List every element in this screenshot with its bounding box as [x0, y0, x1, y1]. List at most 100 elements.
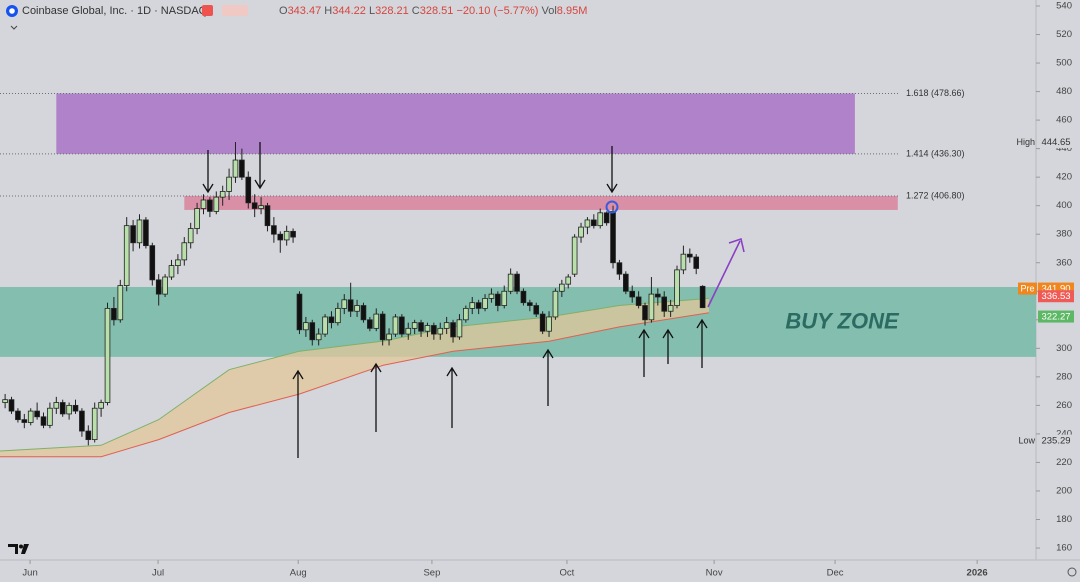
y-tick-label: 240 — [1056, 428, 1072, 439]
candle-body — [379, 313, 386, 341]
up-arrow — [662, 328, 674, 364]
candle-body — [667, 305, 674, 312]
x-tick-label: Sep — [423, 568, 440, 579]
candle-body — [642, 305, 648, 321]
candle-body — [424, 325, 431, 332]
candle-body — [347, 299, 354, 312]
candle-body — [181, 242, 188, 261]
projection-arrow — [707, 237, 745, 308]
price-marker — [1038, 135, 1074, 148]
ohlc-key: L — [369, 5, 375, 17]
candle-body — [386, 333, 392, 341]
tv-logo — [8, 544, 18, 554]
candle-body — [341, 299, 348, 309]
down-arrow — [606, 146, 618, 194]
candle-body — [322, 316, 328, 335]
candle-body — [213, 196, 220, 212]
y-tick-label: 500 — [1056, 58, 1072, 69]
y-tick-label: 160 — [1056, 543, 1072, 554]
candle-body — [405, 327, 412, 335]
cloud-upper — [0, 297, 710, 452]
candle-body — [111, 307, 117, 321]
candle-body — [443, 322, 450, 329]
ohlc-value: 328.51 — [420, 5, 454, 17]
x-tick-label: Dec — [827, 568, 844, 579]
candle-body — [539, 313, 546, 332]
candle-body — [565, 276, 572, 285]
candle-body — [136, 219, 143, 244]
candle-body — [674, 269, 680, 306]
down-arrow — [202, 150, 214, 194]
candle-body — [591, 219, 597, 227]
ohlc-value: 328.21 — [375, 5, 409, 17]
candle-body — [245, 176, 252, 204]
ohlc-readout: O343.47 H344.22 L328.21 C328.51 −20.10 (… — [279, 5, 587, 17]
price-tag-label: Low — [1018, 436, 1035, 446]
candle-body — [309, 322, 316, 341]
candle-body — [392, 316, 399, 335]
candle-body — [584, 219, 591, 228]
cloud-fill — [0, 298, 709, 457]
candle-body — [79, 410, 85, 432]
candle-body — [514, 273, 520, 292]
candle-body — [635, 296, 642, 306]
candle-body — [219, 191, 226, 198]
candle-body — [597, 212, 604, 227]
change: −20.10 (−5.77%) — [456, 5, 538, 17]
candle-body — [239, 159, 245, 178]
candle-body — [187, 228, 194, 244]
candle-body — [501, 290, 508, 306]
tv-logo — [19, 544, 23, 549]
price-tag-label: High — [1016, 137, 1035, 147]
candle-body — [399, 316, 405, 335]
y-tick-label: 380 — [1056, 229, 1072, 240]
volume: 8.95M — [557, 5, 588, 17]
candle-body — [85, 430, 92, 441]
candle-body — [450, 322, 456, 338]
tv-logo — [21, 544, 29, 554]
candle-body — [290, 230, 296, 238]
candle-body — [559, 283, 565, 292]
candle-body — [258, 205, 264, 209]
price-marker — [1038, 434, 1074, 447]
up-arrow — [446, 366, 458, 428]
up-arrow — [696, 318, 708, 368]
ohlc-value: 343.47 — [288, 5, 322, 17]
candle-body — [123, 225, 130, 286]
level-label: 1.414 (436.30) — [906, 148, 965, 158]
candle-body — [168, 265, 175, 278]
candle-body — [27, 410, 34, 423]
candle-body — [98, 402, 104, 409]
y-tick-label: 260 — [1056, 400, 1072, 411]
ohlc-key: H — [324, 5, 332, 17]
y-tick-label: 200 — [1056, 485, 1072, 496]
candle-body — [610, 210, 616, 264]
y-tick-label: 400 — [1056, 200, 1072, 211]
y-tick-label: 440 — [1056, 143, 1072, 154]
candle-body — [2, 399, 8, 403]
collapse-icon[interactable] — [10, 25, 18, 30]
level-label: 1.618 (478.66) — [906, 88, 965, 98]
candle-body — [226, 176, 232, 192]
x-tick-label: Jun — [22, 568, 37, 579]
zone — [184, 195, 898, 210]
candle-body — [59, 402, 66, 415]
price-marker-label: 444.65 — [1041, 137, 1070, 148]
up-arrow — [638, 328, 650, 377]
y-tick-label: 180 — [1056, 514, 1072, 525]
x-tick-label: 2026 — [967, 568, 988, 579]
price-badge-label: 336.53 — [1041, 291, 1070, 302]
candle-body — [155, 279, 162, 295]
candle-body — [53, 402, 60, 409]
up-arrow — [542, 348, 554, 406]
candle-body — [629, 290, 636, 298]
candle-body — [552, 290, 559, 318]
candle-body — [149, 245, 156, 281]
candle-body — [507, 273, 514, 292]
y-tick-label: 460 — [1056, 115, 1072, 126]
candle-body — [687, 253, 693, 258]
price-tag — [1018, 282, 1037, 295]
candle-body — [66, 404, 72, 415]
settings-icon[interactable] — [1067, 567, 1077, 577]
